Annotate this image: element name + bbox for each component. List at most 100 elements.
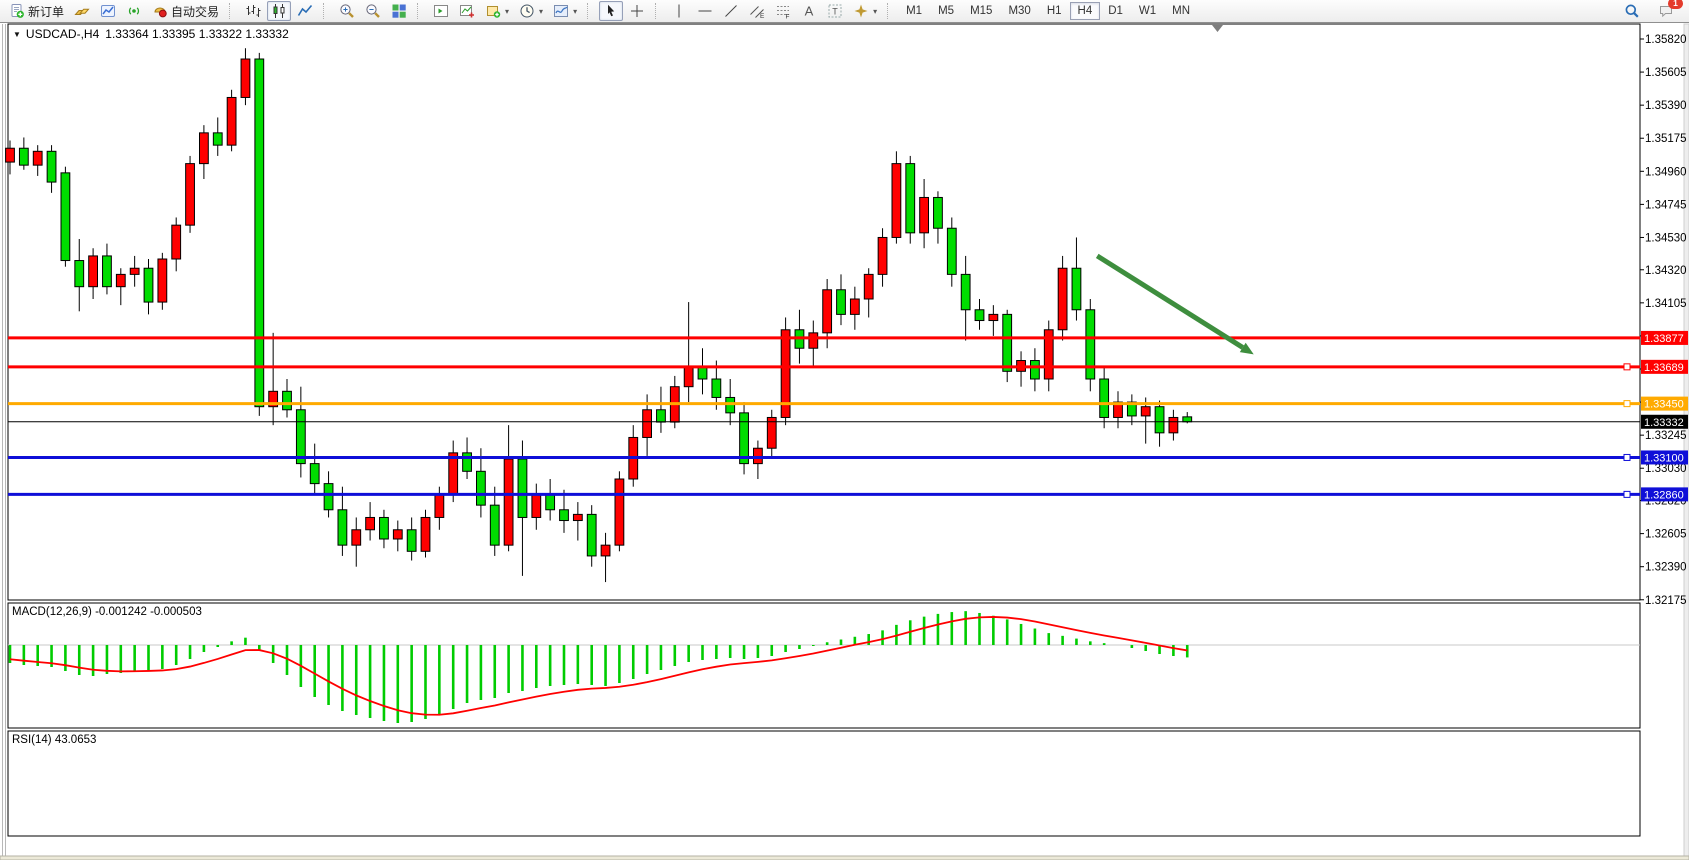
svg-text:A: A xyxy=(805,4,814,19)
svg-text:1.32860: 1.32860 xyxy=(1644,489,1684,501)
dropdown-caret-icon[interactable]: ▾ xyxy=(573,6,578,16)
zoom-in-button[interactable] xyxy=(335,1,359,21)
timeframe-m30-button[interactable]: M30 xyxy=(1008,5,1031,17)
tile-windows-button[interactable] xyxy=(387,1,411,21)
candle-down xyxy=(102,255,112,288)
channel-tool-button[interactable]: E xyxy=(745,1,769,21)
candle-down xyxy=(559,509,569,522)
horizontal-line-tool-button[interactable] xyxy=(693,1,717,21)
hline-handle[interactable] xyxy=(1623,490,1631,498)
dropdown-caret-icon[interactable]: ▾ xyxy=(505,6,510,16)
signal-icon xyxy=(128,7,140,15)
candle-down xyxy=(1085,309,1096,380)
candle-up xyxy=(365,516,376,531)
bar-chart-button[interactable] xyxy=(241,1,265,21)
hline-handle[interactable] xyxy=(1623,453,1631,461)
templates-button[interactable]: ▾ xyxy=(549,1,581,21)
timeframe-d1-button[interactable]: D1 xyxy=(1108,5,1123,17)
candle-up xyxy=(185,163,195,226)
toolbar-separator xyxy=(323,3,330,19)
cursor-tool-button[interactable] xyxy=(599,1,624,21)
candle-up xyxy=(240,58,251,98)
label-tool-button[interactable]: T xyxy=(823,1,847,21)
tiles-icon xyxy=(392,4,406,18)
template-icon xyxy=(554,5,569,17)
notifications-button[interactable]: 1 xyxy=(1654,0,1683,21)
textA-icon: A xyxy=(805,4,814,19)
candle-down xyxy=(337,509,348,546)
trend-arrow[interactable] xyxy=(1095,253,1254,355)
candle-up xyxy=(1168,416,1179,434)
hline-handle[interactable] xyxy=(1623,400,1631,408)
window-left-frame xyxy=(2,24,6,856)
line-chart-button[interactable] xyxy=(293,1,317,21)
zoom-out-button[interactable] xyxy=(361,1,385,21)
candle-up xyxy=(1043,329,1054,380)
chart-ohlc-values: 1.33364 1.33395 1.33322 1.33332 xyxy=(105,27,289,41)
price-tick-label: 1.34745 xyxy=(1645,199,1687,211)
text-tool-button[interactable]: A xyxy=(797,1,821,21)
vertical-line-tool-button[interactable] xyxy=(667,1,691,21)
candle-up xyxy=(766,416,777,449)
market-watch-button[interactable] xyxy=(70,1,94,21)
candle-down xyxy=(656,409,666,423)
fibonacci-tool-button[interactable]: F xyxy=(771,1,795,21)
timeframe-h4-button[interactable]: H4 xyxy=(1069,2,1101,20)
crosshair-tool-button[interactable] xyxy=(625,1,649,21)
candle-down xyxy=(46,150,57,183)
indicators-button[interactable] xyxy=(429,1,453,21)
price-tick-label: 1.32175 xyxy=(1645,595,1687,607)
timeframe-m15-button[interactable]: M15 xyxy=(970,5,993,17)
chart-symbol-period: USDCAD-,H4 xyxy=(25,27,100,41)
chart-shift-marker[interactable] xyxy=(1212,25,1223,32)
period-button[interactable]: ▾ xyxy=(515,1,547,21)
candle-up xyxy=(572,513,583,522)
signals-button[interactable] xyxy=(122,1,146,21)
timeframe-m5-button[interactable]: M5 xyxy=(938,5,955,17)
profile-icon xyxy=(487,6,501,18)
profiles-button[interactable]: ▾ xyxy=(481,1,513,21)
ind-add-icon xyxy=(460,5,475,18)
dropdown-caret-icon[interactable]: ▾ xyxy=(539,6,544,16)
add-indicator-button[interactable] xyxy=(455,1,479,21)
autotrade-icon xyxy=(154,7,167,18)
hline-handle[interactable] xyxy=(1623,363,1631,371)
candle-down xyxy=(309,463,320,485)
auto-trading-button[interactable]: 自动交易 xyxy=(148,1,223,22)
candlestick-chart-button[interactable] xyxy=(267,1,292,21)
candle-up xyxy=(919,196,930,234)
price-tick-label: 1.32605 xyxy=(1645,529,1687,541)
candle-up xyxy=(642,409,653,438)
svg-text:1.33332: 1.33332 xyxy=(1644,417,1684,429)
candles-icon xyxy=(273,4,285,18)
timeframe-mn-button[interactable]: MN xyxy=(1172,5,1191,17)
candle-down xyxy=(1071,267,1082,311)
trendline-tool-button[interactable] xyxy=(719,1,743,21)
ind-list-icon xyxy=(434,5,449,17)
candle-up xyxy=(5,147,15,163)
svg-text:1.33877: 1.33877 xyxy=(1644,333,1684,345)
timeframe-m1-button[interactable]: M1 xyxy=(906,5,923,17)
price-tick-label: 1.35820 xyxy=(1645,34,1687,46)
candle-up xyxy=(503,458,514,546)
candle-down xyxy=(476,470,486,506)
data-window-button[interactable] xyxy=(96,1,120,21)
candle-up xyxy=(683,366,694,388)
shapes-tool-button[interactable]: ▾ xyxy=(849,1,881,21)
toolbar: 新订单 自动交易 ▾ ▾ ▾ E F A T ▾ M1 M5 M15 M30 H1 H4 D1 W1 MN 1 xyxy=(0,0,1689,23)
hline-objects xyxy=(8,336,1640,498)
status-strip xyxy=(0,855,1689,860)
new-order-button-label: 新订单 xyxy=(28,4,65,19)
search-button[interactable] xyxy=(1620,1,1644,21)
dropdown-caret-icon[interactable]: ▾ xyxy=(873,6,878,16)
new-order-button[interactable]: 新订单 xyxy=(5,1,68,22)
svg-text:1.33450: 1.33450 xyxy=(1644,399,1684,411)
timeframe-w1-button[interactable]: W1 xyxy=(1138,5,1157,17)
rsi-indicator-label: RSI(14) 43.0653 xyxy=(12,734,97,746)
candle-down xyxy=(545,493,556,511)
timeframe-h1-button[interactable]: H1 xyxy=(1046,5,1062,17)
chart-dropdown-icon[interactable]: ▼ xyxy=(13,30,21,39)
candle-down xyxy=(1126,401,1137,417)
